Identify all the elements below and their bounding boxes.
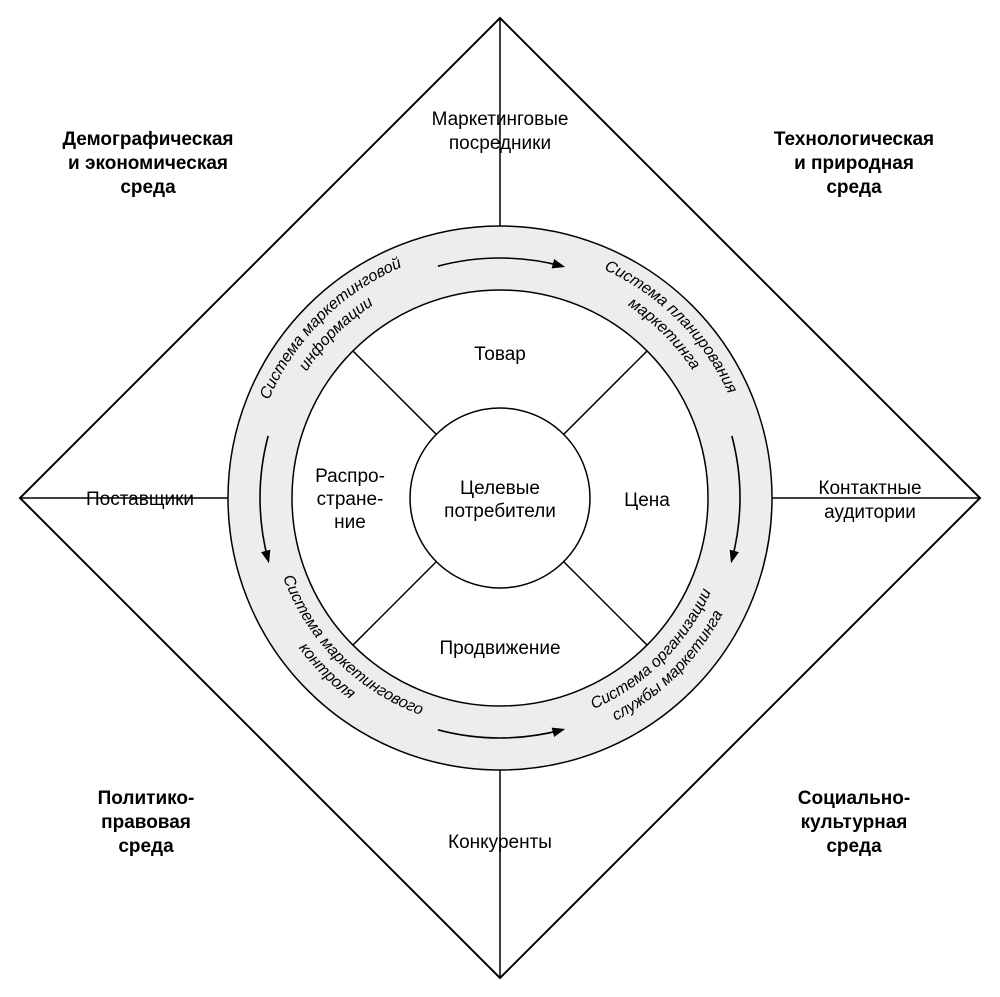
svg-text:Продвижение: Продвижение — [439, 638, 560, 659]
svg-text:Демографическаяи экономическая: Демографическаяи экономическаясреда — [63, 129, 234, 198]
svg-text:Товар: Товар — [474, 344, 526, 365]
svg-text:Технологическаяи природнаясред: Технологическаяи природнаясреда — [774, 129, 934, 198]
svg-text:Поставщики: Поставщики — [86, 489, 194, 510]
svg-text:Цена: Цена — [624, 490, 670, 511]
svg-text:Социально-культурнаясреда: Социально-культурнаясреда — [798, 788, 910, 857]
marketing-environment-diagram: Демографическаяи экономическаясреда Техно… — [0, 0, 1000, 997]
svg-text:Политико-правоваясреда: Политико-правоваясреда — [98, 788, 195, 857]
svg-text:Конкуренты: Конкуренты — [448, 832, 552, 853]
